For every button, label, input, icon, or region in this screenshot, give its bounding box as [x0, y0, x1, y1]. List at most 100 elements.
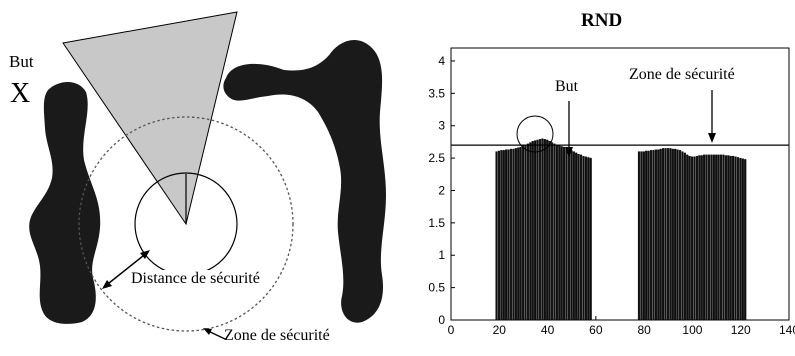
y-tick-label: 0.5 [428, 281, 445, 295]
y-tick-label: 4 [438, 54, 445, 68]
bar [734, 156, 737, 321]
x-tick-label: 20 [493, 323, 507, 337]
y-tick-label: 1 [438, 248, 445, 262]
bar [522, 145, 525, 321]
bar [736, 157, 740, 321]
x-tick-label: 60 [589, 323, 603, 337]
bar [534, 140, 537, 321]
bar [705, 154, 708, 321]
safety-zone-circle [78, 116, 294, 332]
bar [529, 142, 532, 321]
bar [695, 155, 698, 321]
y-tick-label: 2 [438, 183, 445, 197]
safety-zone-label: Zone de sécurité [224, 327, 330, 344]
bar [517, 147, 520, 321]
axis-ticks: 0 20 40 60 80 100 120 140 0 0.5 1 1.5 2 2.5 3 3.5 4 [428, 54, 795, 337]
bar [570, 150, 573, 321]
bar [715, 154, 718, 321]
safety-distance-label: Distance de sécurité [130, 270, 261, 288]
y-tick-label: 0 [438, 313, 445, 327]
bar [700, 155, 703, 321]
bar [698, 155, 701, 321]
bar [659, 148, 662, 321]
bar [647, 150, 650, 321]
bar [567, 149, 571, 321]
bar [703, 154, 706, 321]
bar [727, 155, 730, 321]
bar [717, 154, 720, 321]
x-tick-label: 80 [637, 323, 651, 337]
robot-environment-diagram [29, 11, 386, 340]
bar [555, 144, 558, 321]
x-tick-label: 120 [731, 323, 751, 337]
obstacle-right [223, 40, 386, 323]
bar [500, 150, 503, 321]
bar [505, 149, 508, 321]
bar [577, 154, 580, 321]
sensor-sector [62, 11, 238, 226]
bar [722, 154, 725, 321]
bar [563, 146, 566, 321]
rnd-chart: 0 20 40 60 80 100 120 140 0 0.5 1 1.5 2 2.5 3 3.5 4 [428, 47, 795, 337]
bar-series [495, 138, 747, 321]
bar [652, 150, 655, 321]
bar [664, 148, 667, 321]
bar [512, 148, 515, 321]
bar [642, 151, 645, 321]
bar [509, 148, 513, 321]
bar [507, 149, 510, 321]
distance-arrow [103, 251, 149, 288]
goal-marker: X [10, 78, 31, 109]
bar [657, 149, 660, 321]
bar [693, 156, 696, 321]
bar [744, 159, 747, 321]
bar [553, 143, 556, 321]
chart-goal-label: But [555, 78, 579, 95]
bar [724, 155, 727, 321]
chart-frame [450, 47, 790, 321]
bar [729, 155, 732, 321]
bar [669, 148, 672, 321]
bar [637, 151, 641, 321]
bar [565, 148, 568, 321]
bar [572, 151, 575, 321]
bar [558, 145, 561, 321]
bar [550, 142, 554, 321]
bar [560, 146, 563, 321]
bar [640, 151, 643, 321]
x-tick-label: 40 [541, 323, 555, 337]
y-tick-label: 1.5 [428, 216, 445, 230]
bar [543, 139, 546, 321]
bar [691, 156, 694, 321]
bar [524, 144, 527, 321]
bar [541, 138, 544, 321]
bar [645, 150, 648, 321]
goal-circle [516, 115, 554, 153]
bar [707, 154, 711, 321]
zone-arrow-right-head [708, 133, 716, 143]
x-tick-label: 100 [682, 323, 702, 337]
bar [587, 157, 590, 321]
distance-arrow-head-start [102, 280, 112, 289]
y-tick-label: 2.5 [428, 151, 445, 165]
bar [495, 151, 498, 321]
y-tick-label: 3 [438, 119, 445, 133]
distance-arrow-head-end [140, 250, 150, 259]
bar [531, 141, 534, 321]
bar [741, 158, 744, 321]
bar [538, 139, 542, 321]
chart-title: RND [581, 10, 623, 31]
bar [662, 148, 665, 321]
bar [575, 152, 578, 321]
bar [579, 154, 583, 321]
bar [502, 150, 505, 321]
x-tick-label: 0 [448, 323, 455, 337]
bar [654, 149, 657, 321]
bar [589, 157, 592, 321]
chart-zone-label: Zone de sécurité [629, 66, 735, 83]
bar [671, 148, 674, 321]
bar [514, 148, 517, 321]
bar [719, 154, 723, 321]
